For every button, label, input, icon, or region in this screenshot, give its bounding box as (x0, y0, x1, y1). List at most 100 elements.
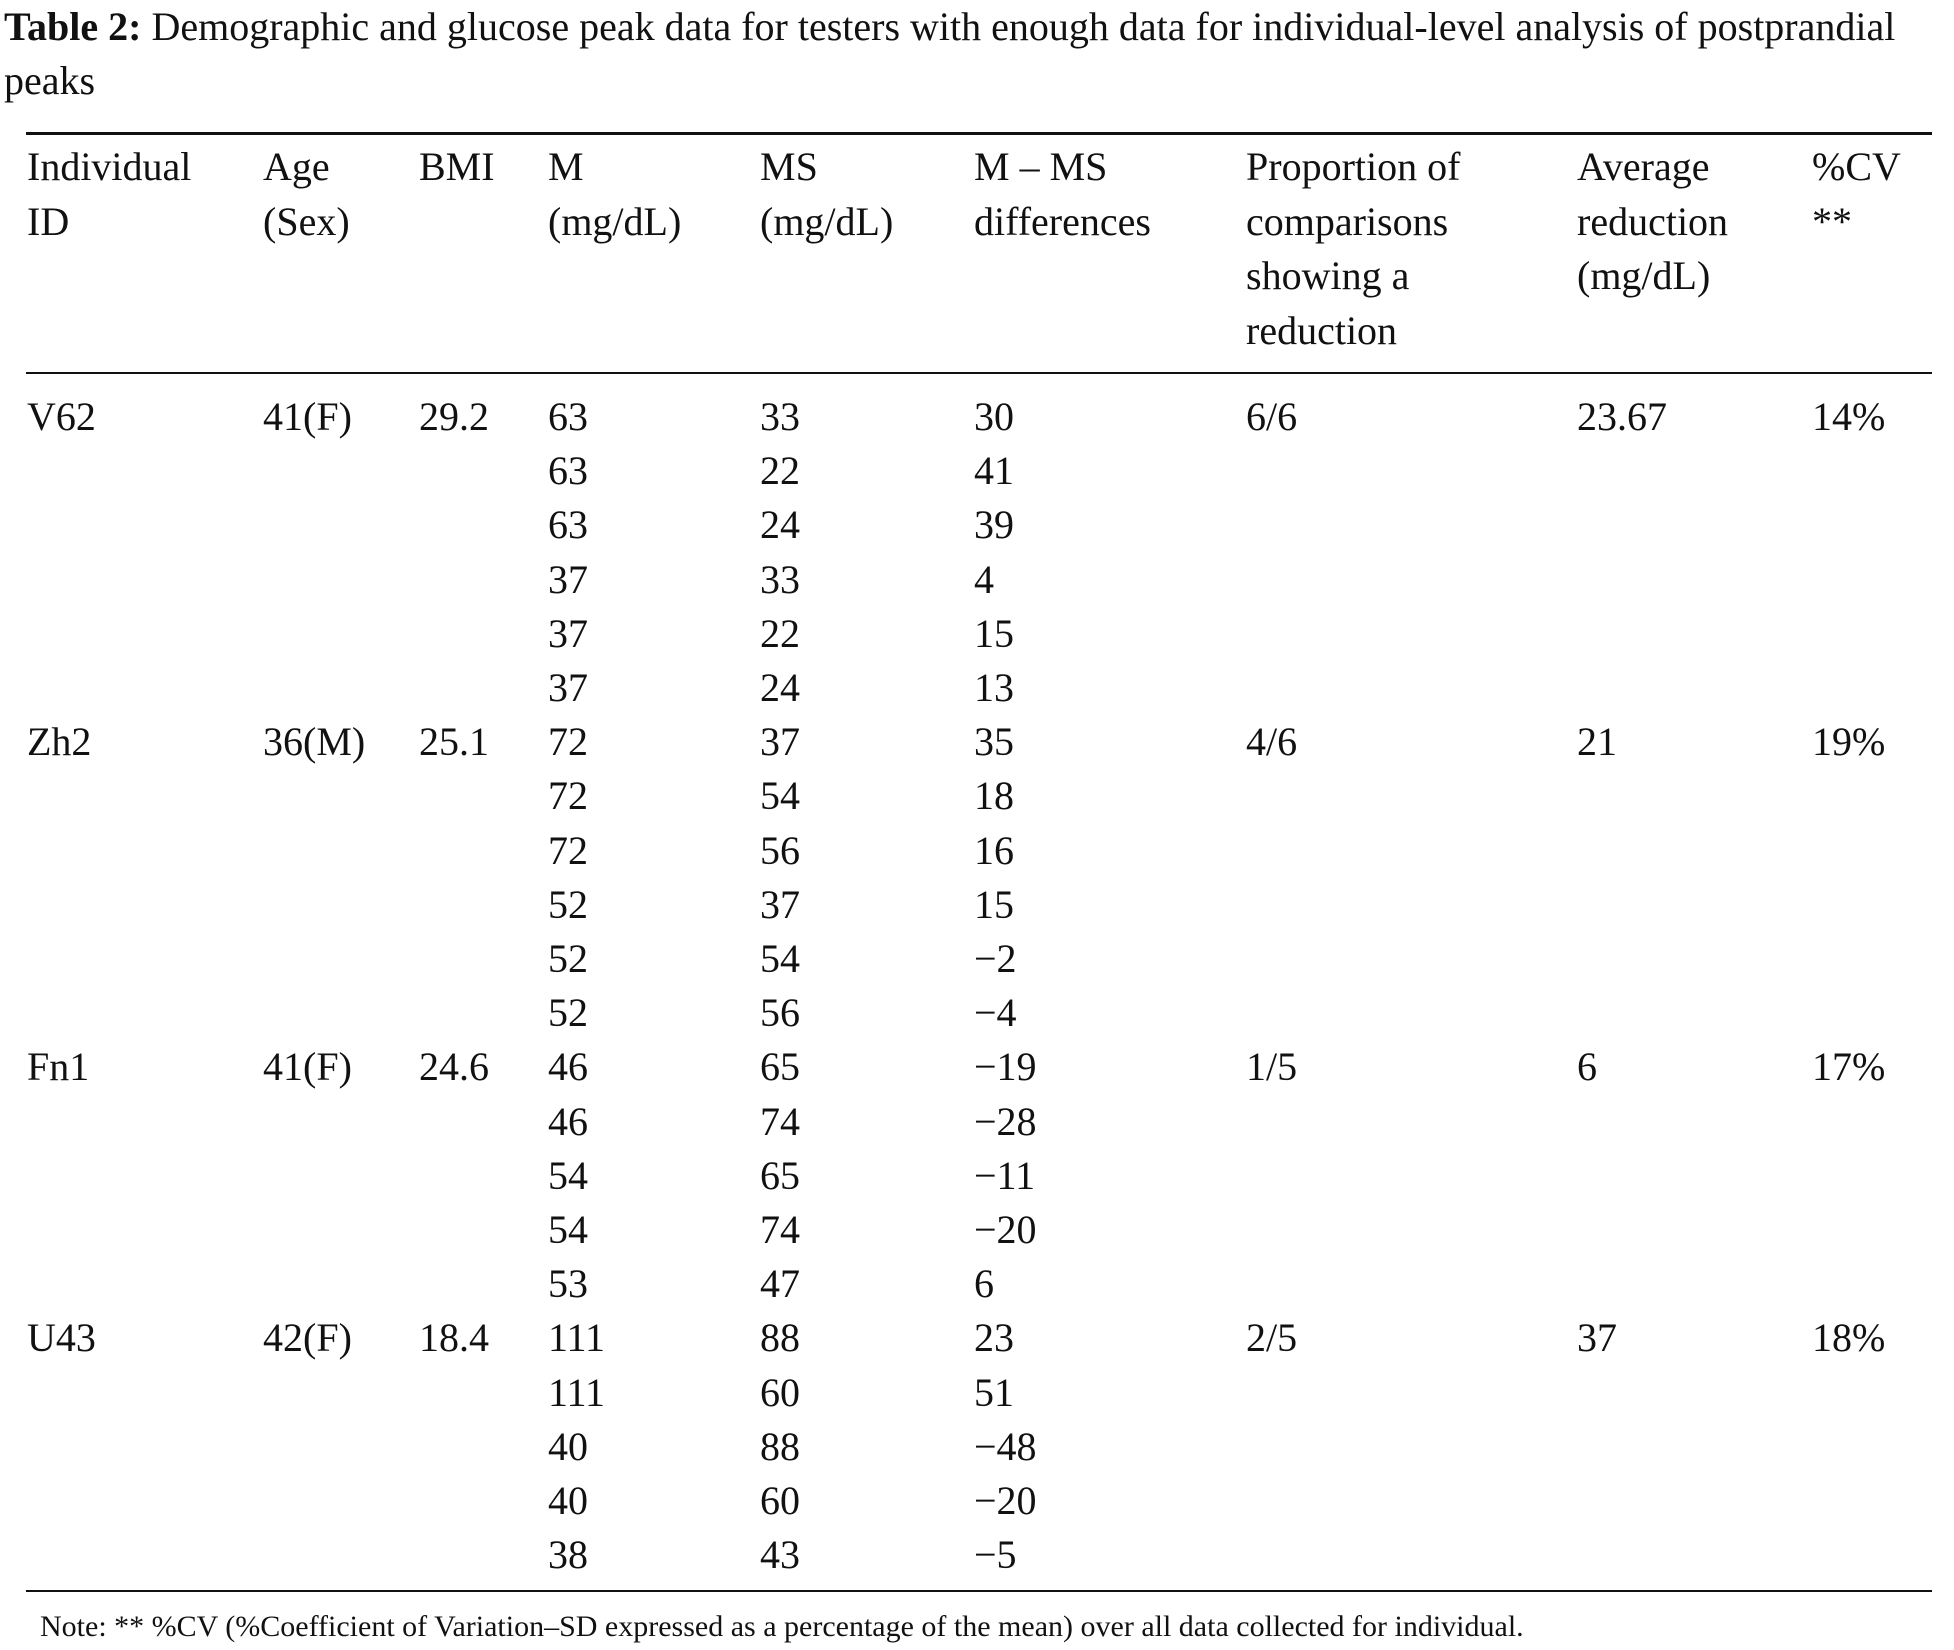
table-cell-cv (1812, 444, 1885, 498)
table-cell-cv (1812, 498, 1885, 552)
table-cell-avg (1577, 932, 1667, 986)
column-m: 63 63 63 37 37 37 72 72 72 52 52 52 46 46 54 54 53 111 111… (548, 390, 605, 1582)
table-cell-cv (1812, 1095, 1885, 1149)
table-cell-m: 52 (548, 936, 588, 982)
table-cell-diff: −11 (974, 1152, 1036, 1198)
table-cell-bmi: 18.4 (419, 1315, 489, 1361)
table-cell-diff: −28 (974, 1098, 1037, 1144)
table-cell-m: 63 (548, 502, 588, 548)
table-cell-avg (1577, 1528, 1667, 1582)
header-m-line: (mg/dL) (548, 198, 682, 244)
table-cell-id: U43 (27, 1315, 96, 1361)
table-cell-avg (1577, 444, 1667, 498)
table-cell-prop (1246, 932, 1297, 986)
header-cv-line: ** (1812, 198, 1852, 244)
table-cell-age (263, 1203, 365, 1257)
table-cell-prop: 1/5 (1246, 1044, 1298, 1090)
table-cell-diff: 18 (974, 773, 1014, 819)
table-cell-diff: −48 (974, 1423, 1037, 1469)
table-cell-avg (1577, 824, 1667, 878)
table-cell-diff: 39 (974, 502, 1014, 548)
table-cell-diff: 41 (974, 448, 1014, 494)
table-cell-id (27, 1257, 96, 1311)
table-cell-ms: 33 (760, 394, 800, 439)
table-cell-prop (1246, 498, 1297, 552)
table-cell-id (27, 769, 96, 823)
table-cell-bmi (419, 1149, 489, 1203)
table-cell-age (263, 769, 365, 823)
table-cell-m: 46 (548, 1044, 588, 1090)
table-cell-ms: 88 (760, 1315, 800, 1361)
table-cell-cv (1812, 769, 1885, 823)
table-cell-prop (1246, 1474, 1297, 1528)
table-cell-avg: 21 (1577, 719, 1617, 765)
table-cell-avg (1577, 661, 1667, 715)
table-cell-id (27, 1474, 96, 1528)
header-proportion-line: Proportion of (1246, 144, 1461, 189)
table-cell-avg (1577, 1257, 1667, 1311)
table-cell-bmi (419, 1203, 489, 1257)
table-cell-prop (1246, 1095, 1297, 1149)
table-cell-ms: 47 (760, 1261, 800, 1307)
table-cell-avg (1577, 986, 1667, 1040)
table-cell-avg (1577, 878, 1667, 932)
table-cell-diff: −2 (974, 936, 1017, 982)
table-cell-avg (1577, 553, 1667, 607)
table-cell-bmi (419, 769, 489, 823)
table-cell-age: 41(F) (263, 394, 352, 439)
caption-text: Demographic and glucose peak data for te… (4, 4, 1896, 103)
table-cell-id: V62 (27, 394, 96, 439)
table-cell-diff: −19 (974, 1044, 1037, 1090)
header-ms: MS (mg/dL) (760, 140, 893, 249)
table-cell-m: 37 (548, 556, 588, 602)
table-cell-age: 36(M) (263, 719, 366, 765)
table-cell-bmi (419, 1095, 489, 1149)
column-age: 41(F) 36(M) 41(F) 42(F) (263, 390, 365, 1582)
table-cell-id (27, 824, 96, 878)
table-cell-bmi (419, 932, 489, 986)
table-cell-ms: 60 (760, 1369, 800, 1415)
table-cell-id (27, 553, 96, 607)
table-cell-m: 72 (548, 773, 588, 819)
table-cell-bmi (419, 878, 489, 932)
caption-label: Table 2: (4, 4, 142, 49)
table-cell-age: 41(F) (263, 1044, 352, 1090)
table-cell-ms: 74 (760, 1098, 800, 1144)
table-cell-bmi: 25.1 (419, 719, 489, 765)
table-cell-cv (1812, 1420, 1885, 1474)
table-cell-bmi (419, 824, 489, 878)
table-cell-age (263, 1366, 365, 1420)
table-cell-m: 38 (548, 1532, 588, 1578)
table-cell-bmi (419, 1528, 489, 1582)
table-cell-age (263, 1095, 365, 1149)
table-cell-ms: 88 (760, 1423, 800, 1469)
table-cell-cv: 18% (1812, 1315, 1886, 1361)
table-cell-avg: 37 (1577, 1315, 1617, 1361)
header-proportion-line: showing a (1246, 253, 1410, 298)
table-cell-m: 63 (548, 394, 588, 439)
header-proportion: Proportion of comparisons showing a redu… (1246, 140, 1460, 358)
table-cell-m: 54 (548, 1207, 588, 1253)
header-ms-line: MS (760, 144, 818, 189)
table-cell-prop (1246, 769, 1297, 823)
header-m-line: M (548, 144, 584, 189)
table-cell-cv (1812, 824, 1885, 878)
table-cell-bmi (419, 1474, 489, 1528)
table-cell-id (27, 1095, 96, 1149)
header-bmi: BMI (419, 140, 495, 195)
table-cell-id (27, 932, 96, 986)
table-cell-cv (1812, 607, 1885, 661)
table-cell-diff: 13 (974, 665, 1014, 711)
table-cell-cv (1812, 1528, 1885, 1582)
table-note: Note: ** %CV (%Coefficient of Variation–… (40, 1610, 1524, 1643)
header-id-line: Individual (27, 144, 192, 189)
table-cell-m: 111 (548, 1369, 606, 1415)
table-cell-bmi: 24.6 (419, 1044, 489, 1090)
table-cell-prop (1246, 444, 1297, 498)
table-cell-m: 72 (548, 719, 588, 765)
table-cell-m: 37 (548, 610, 588, 656)
table-cell-prop: 4/6 (1246, 719, 1298, 765)
table-cell-bmi (419, 1366, 489, 1420)
column-diff: 30 41 39 4 15 13 35 18 16 15 −2 −4 −19 −28 −11 −20 6 23 51… (974, 390, 1037, 1582)
header-m: M (mg/dL) (548, 140, 681, 249)
